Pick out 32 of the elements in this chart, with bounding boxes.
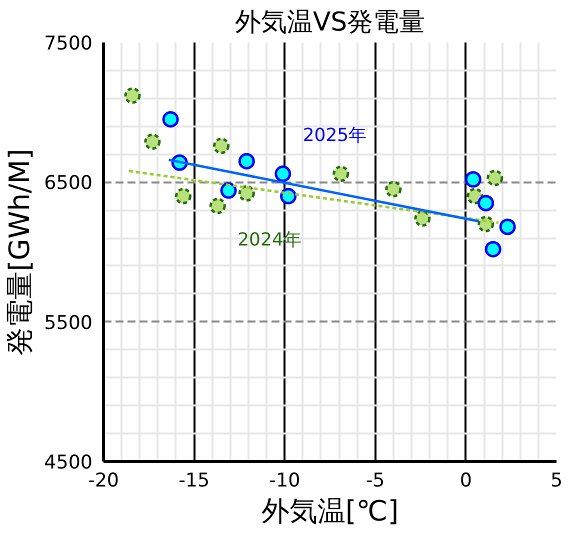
chart-title: 外気温VS発電量 (234, 8, 426, 38)
point (484, 240, 502, 258)
point (466, 188, 484, 204)
point (238, 152, 255, 170)
x-tick-label: 5 (550, 470, 563, 492)
point (162, 111, 179, 128)
y-tick-label: 6500 (44, 172, 93, 194)
point (209, 198, 226, 214)
point (486, 170, 504, 186)
series-label: 2025年 (302, 124, 367, 146)
y-tick-label: 7500 (44, 32, 93, 54)
y-axis-title: 発電量[GWh/M] (3, 148, 36, 356)
y-tick-label: 5500 (44, 312, 93, 334)
x-tick-label: -15 (178, 470, 210, 492)
series-label: 2024年 (238, 230, 302, 251)
point (144, 133, 161, 150)
x-tick-label: 0 (460, 470, 472, 492)
point (499, 218, 516, 236)
point (213, 138, 230, 154)
point (174, 188, 192, 204)
point (478, 194, 494, 212)
point (124, 87, 141, 104)
point (274, 166, 292, 182)
point (220, 182, 237, 199)
point (332, 166, 350, 182)
point (385, 180, 402, 198)
x-tick-label: -5 (366, 470, 385, 492)
point (238, 185, 255, 202)
point (464, 171, 482, 188)
x-tick-label: -10 (269, 470, 300, 492)
x-axis-title: 外気温[℃] (261, 494, 399, 528)
point (414, 210, 431, 227)
